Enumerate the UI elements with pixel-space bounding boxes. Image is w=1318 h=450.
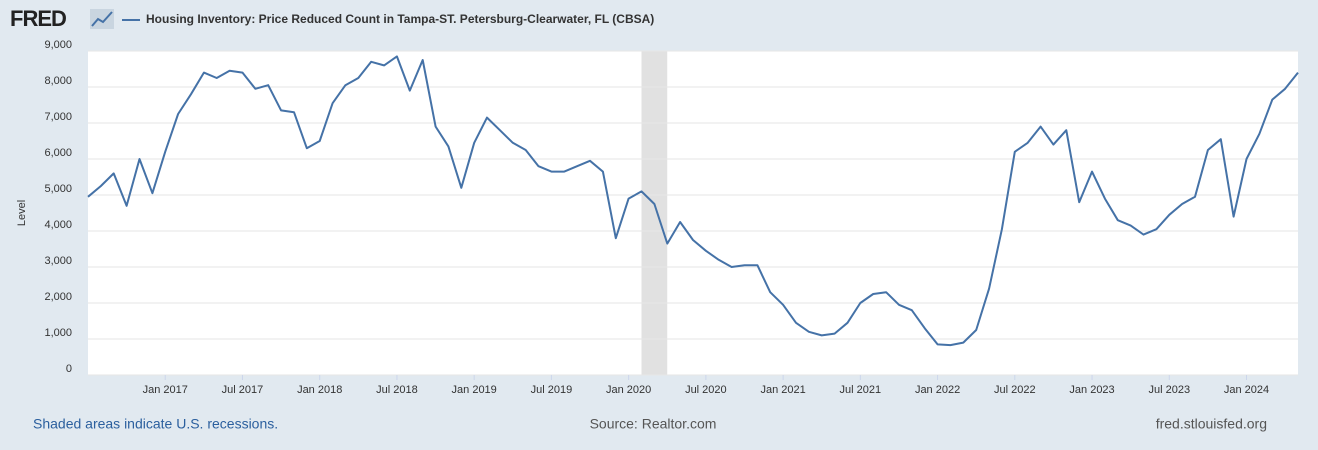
site: fred.stlouisfed.org xyxy=(1156,416,1267,432)
x-tick-label: Jan 2018 xyxy=(297,384,342,396)
x-tick-label: Jan 2019 xyxy=(452,384,497,396)
x-tick-label: Jul 2023 xyxy=(1148,384,1190,396)
recession-note: Shaded areas indicate U.S. recessions. xyxy=(33,416,278,432)
x-tick-label: Jul 2021 xyxy=(840,384,882,396)
x-tick-label: Jan 2024 xyxy=(1224,384,1269,396)
y-tick-label: 8,000 xyxy=(44,75,72,87)
y-tick-label: 5,000 xyxy=(44,183,72,195)
data-line xyxy=(87,55,1299,347)
x-tick-label: Jan 2017 xyxy=(143,384,188,396)
x-tick-label: Jul 2022 xyxy=(994,384,1036,396)
x-tick-label: Jul 2020 xyxy=(685,384,727,396)
y-tick-label: 3,000 xyxy=(44,255,72,267)
x-tick-label: Jul 2019 xyxy=(531,384,573,396)
y-tick-label: 2,000 xyxy=(44,291,72,303)
y-tick-label: 4,000 xyxy=(44,219,72,231)
logo-icon xyxy=(90,9,114,29)
y-tick-label: 1,000 xyxy=(44,327,72,339)
x-tick-label: Jul 2018 xyxy=(376,384,418,396)
plot-area xyxy=(88,51,1298,375)
y-tick-label: 9,000 xyxy=(44,39,72,51)
x-tick-label: Jul 2017 xyxy=(222,384,264,396)
y-tick-label: 7,000 xyxy=(44,111,72,123)
x-tick-label: Jan 2020 xyxy=(606,384,651,396)
y-axis-label: Level xyxy=(16,200,28,226)
logo: FRED xyxy=(10,6,66,31)
source: Source: Realtor.com xyxy=(590,416,717,432)
y-tick-label: 6,000 xyxy=(44,147,72,159)
x-tick-label: Jan 2022 xyxy=(915,384,960,396)
recession-band xyxy=(641,51,668,375)
legend-label: Housing Inventory: Price Reduced Count i… xyxy=(146,12,654,26)
x-tick-label: Jan 2021 xyxy=(760,384,805,396)
x-tick-label: Jan 2023 xyxy=(1069,384,1114,396)
y-tick-label: 0 xyxy=(66,363,72,375)
